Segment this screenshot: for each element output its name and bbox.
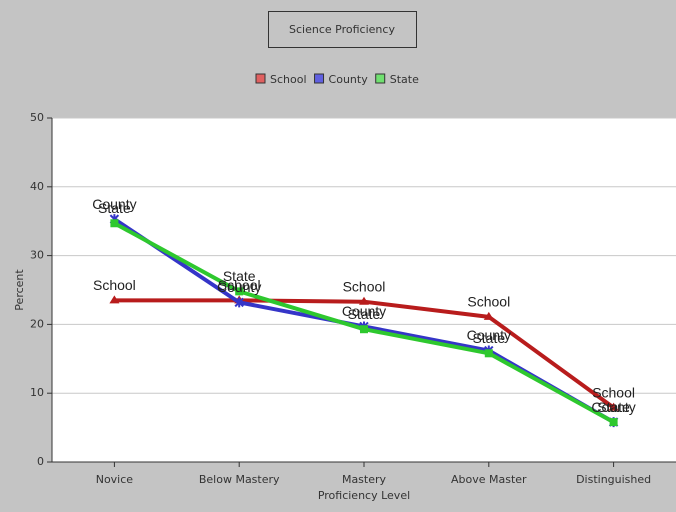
y-tick-label: 50 [30, 111, 44, 124]
marker [483, 311, 494, 320]
data-label: School [218, 277, 261, 293]
data-label: School [592, 384, 635, 400]
x-tick-label: Distinguished [576, 473, 651, 486]
x-tick-label: Mastery [342, 473, 387, 486]
marker [360, 325, 368, 334]
legend-label: State [390, 73, 419, 86]
y-tick-label: 0 [37, 455, 44, 468]
x-tick-label: Above Master [451, 473, 527, 486]
marker [359, 296, 369, 305]
title-box [268, 11, 417, 48]
data-label: School [93, 277, 136, 293]
y-tick-label: 10 [30, 386, 44, 399]
data-label: County [342, 303, 386, 319]
marker [235, 287, 244, 296]
marker [110, 219, 119, 228]
plot-area [52, 118, 676, 462]
legend-label: County [329, 73, 369, 86]
marker [608, 402, 619, 411]
y-axis-label: Percent [13, 269, 26, 311]
legend-label: School [270, 73, 307, 86]
data-label: State [597, 399, 630, 415]
data-label: County [591, 399, 635, 415]
marker [484, 349, 493, 358]
data-label: County [217, 279, 261, 295]
marker [109, 295, 120, 304]
data-label: State [472, 330, 505, 346]
y-tick-label: 40 [30, 180, 44, 193]
legend-swatch [255, 73, 266, 84]
data-label: School [467, 294, 510, 310]
marker [234, 297, 244, 308]
x-tick-label: Novice [96, 473, 134, 486]
data-label: State [223, 268, 256, 284]
x-axis-label: Proficiency Level [318, 489, 410, 502]
data-label: County [467, 327, 511, 343]
data-label: State [348, 306, 381, 322]
data-label: County [92, 196, 136, 212]
marker [609, 418, 618, 427]
y-tick-label: 20 [30, 317, 44, 330]
data-label: State [98, 200, 131, 216]
y-tick-label: 30 [30, 249, 44, 262]
x-tick-label: Below Mastery [199, 473, 280, 486]
legend-swatch [314, 73, 325, 84]
chart-title: Science Proficiency [289, 23, 395, 36]
legend-swatch [375, 73, 386, 84]
data-label: School [343, 278, 386, 294]
